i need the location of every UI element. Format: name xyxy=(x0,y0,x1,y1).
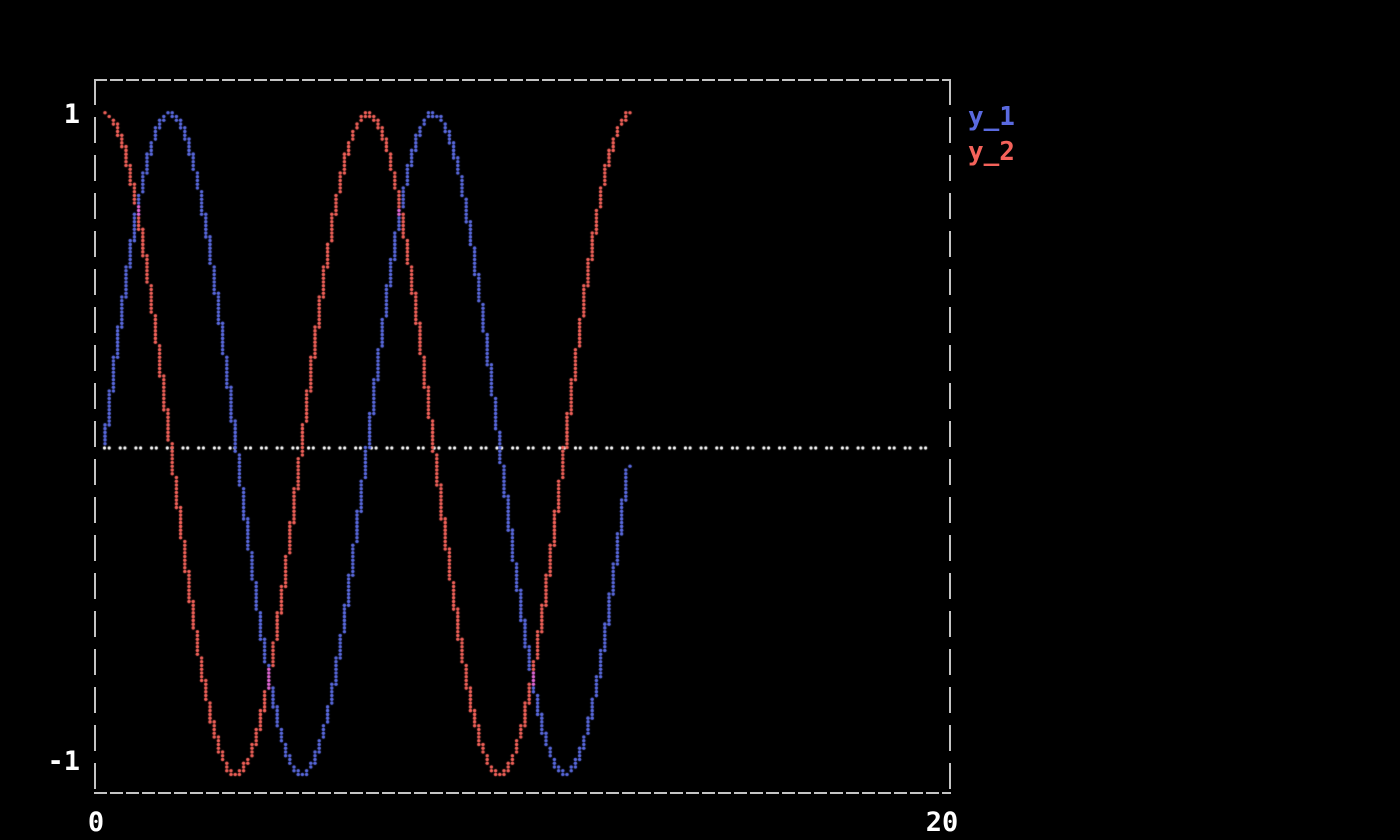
y-axis-tick-max: 1 xyxy=(63,99,80,130)
legend: y_1 y_2 xyxy=(968,100,1015,170)
x-axis-tick-min: 0 xyxy=(87,807,105,838)
plot-border-bottom xyxy=(94,792,951,794)
plot-border-top xyxy=(94,79,951,81)
x-axis-tick-max: 20 xyxy=(925,807,959,838)
y-axis-tick-min: -1 xyxy=(47,746,80,777)
plot-border-right xyxy=(949,79,951,794)
legend-item-y2: y_2 xyxy=(968,137,1015,167)
plot-border-left xyxy=(94,79,96,794)
legend-item-y1: y_1 xyxy=(968,102,1015,132)
